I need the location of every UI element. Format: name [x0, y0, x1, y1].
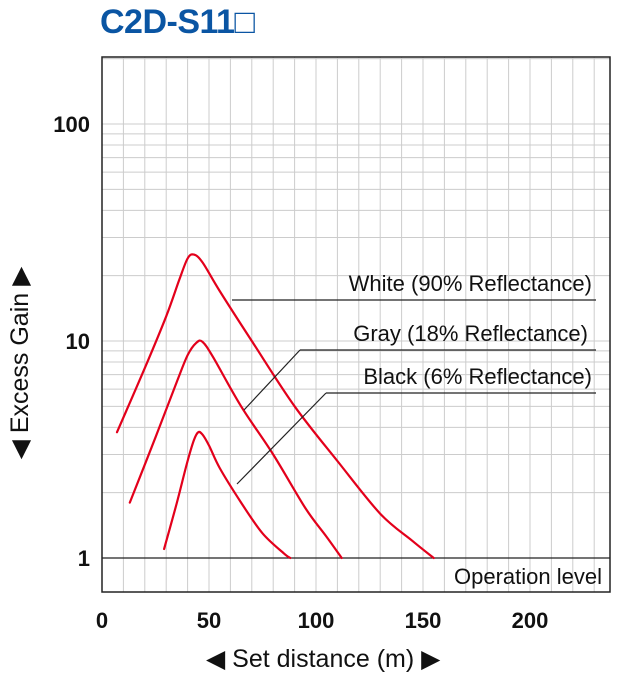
excess-gain-chart: Operation level 0 50 100 150 200 1 10 100 White (… [53, 56, 611, 633]
chart-title: C2D-S11□ [100, 3, 255, 41]
x-axis-label: ◀ Set distance (m) ▶ [206, 645, 441, 673]
gray-reflectance-curve [128, 339, 343, 560]
x-tick-label: 100 [298, 608, 335, 633]
legend-black-leader [236, 392, 327, 485]
legend-black-label: Black (6% Reflectance) [363, 364, 592, 389]
y-axis-label: ◀ Excess Gain ▶ [6, 266, 34, 460]
legend-gray-label: Gray (18% Reflectance) [353, 321, 588, 346]
black-reflectance-curve [163, 430, 292, 560]
x-tick-label: 150 [405, 608, 442, 633]
x-tick-label: 200 [512, 608, 549, 633]
legend-white-label: White (90% Reflectance) [349, 271, 592, 296]
y-tick-label: 1 [78, 546, 90, 571]
x-tick-label: 0 [96, 608, 108, 633]
y-tick-label: 100 [53, 112, 90, 137]
y-tick-label: 10 [66, 329, 90, 354]
plot-frame [101, 56, 611, 593]
legend-gray-leader [243, 349, 301, 411]
operation-level-label: Operation level [454, 564, 602, 589]
white-reflectance-curve [115, 253, 435, 560]
x-tick-label: 50 [197, 608, 221, 633]
grid [102, 57, 610, 592]
